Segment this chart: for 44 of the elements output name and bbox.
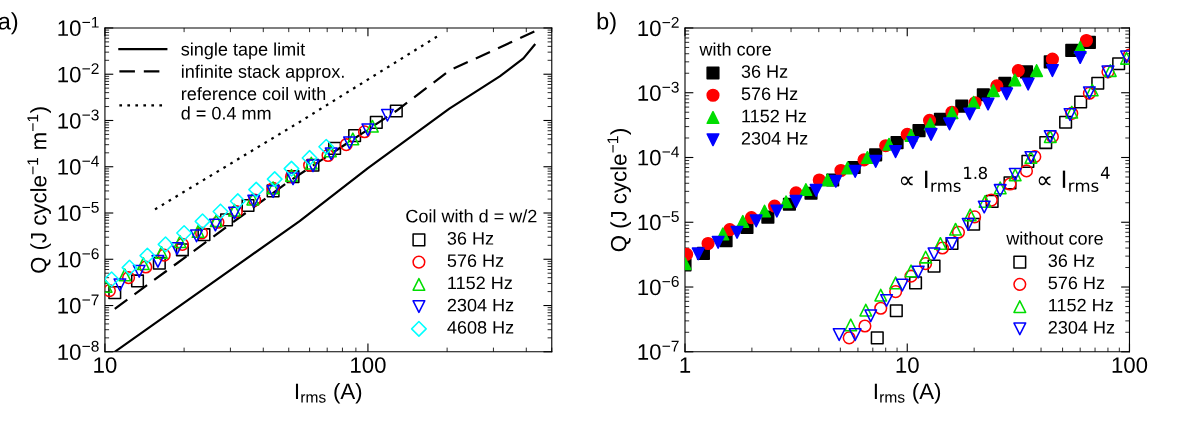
- y-tick-label: 10$^{−7}$: [58, 294, 99, 314]
- text: Coil with d = w/2: [406, 209, 537, 223]
- legend-label: 1152 Hz: [448, 276, 512, 290]
- legend-label: 576 Hz: [1048, 276, 1105, 290]
- legend-label: 2304 Hz: [741, 131, 808, 145]
- y-axis-title: Q (J cycle$^{−1}$ m$^{−1}$): [27, 107, 51, 273]
- legend-label: reference coil with d = 0.4 mm: [181, 86, 326, 120]
- y-tick-label: 10$^{−3}$: [58, 109, 99, 129]
- x-tick-label: 1: [680, 357, 691, 373]
- annotation: ∝ I$_{rms}$$^{4}$: [1038, 166, 1110, 192]
- x-tick-label: 10: [94, 357, 117, 373]
- y-tick-label: 10$^{−5}$: [638, 211, 679, 231]
- x-axis-title: I$_{rms}$ (A): [295, 382, 362, 404]
- legend-label: 36 Hz: [1048, 254, 1095, 268]
- x-axis-title: I$_{rms}$ (A): [874, 382, 941, 404]
- y-tick-label: 10$^{−5}$: [58, 201, 99, 222]
- legend-label: 36 Hz: [741, 65, 788, 78]
- legend-label: 1152 Hz: [742, 109, 806, 123]
- y-tick-label: 10$^{−1}$: [58, 16, 99, 37]
- text: with core: [699, 42, 771, 56]
- y-axis-title: Q (J cycle$^{−1}$): [607, 129, 631, 252]
- legend-label: 2304 Hz: [447, 298, 514, 312]
- legend-label: 4608 Hz: [447, 320, 514, 334]
- y-tick-label: 10$^{−4}$: [58, 155, 99, 175]
- legend-label: 2304 Hz: [1048, 320, 1115, 334]
- y-tick-label: 10$^{−6}$: [638, 275, 679, 296]
- legend-label: 36 Hz: [447, 231, 494, 245]
- legend-label: 1152 Hz: [1049, 298, 1113, 312]
- y-tick-label: 10$^{−7}$: [638, 340, 679, 360]
- y-tick-label: 10$^{−4}$: [638, 146, 680, 166]
- legend-label: 576 Hz: [447, 254, 504, 268]
- legend-label: single tape limit: [181, 42, 306, 60]
- legend-label: 576 Hz: [741, 87, 798, 101]
- text: without core: [1006, 231, 1103, 245]
- y-tick-label: 10$^{−6}$: [58, 248, 99, 268]
- x-tick-label: 100: [1112, 357, 1148, 373]
- y-tick-label: 10$^{−3}$: [638, 81, 679, 101]
- y-tick-label: 10$^{−2}$: [58, 63, 99, 83]
- annotation: ∝ I$_{rms}$$^{1.8}$: [900, 166, 988, 193]
- y-tick-label: 10$^{−2}$: [638, 16, 679, 37]
- chart-title: b): [597, 12, 616, 35]
- legend-label: infinite stack approx.: [181, 64, 344, 82]
- x-tick-label: 10: [896, 357, 919, 373]
- x-tick-label: 100: [351, 357, 386, 373]
